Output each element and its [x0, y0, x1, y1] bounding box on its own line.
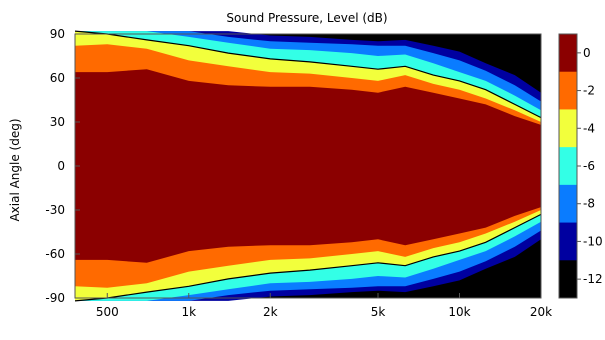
colorbar-swatch	[559, 109, 577, 148]
colorbar-tick-label: -2	[583, 84, 595, 98]
x-tick-label: 5k	[371, 305, 386, 319]
colorbar-tick-label: -12	[583, 272, 603, 286]
contour-line	[74, 30, 542, 119]
y-axis-label: Axial Angle (deg)	[8, 118, 22, 221]
x-tick-label: 10k	[448, 305, 470, 319]
colorbar-swatch	[559, 260, 577, 299]
x-tick-label: 1k	[181, 305, 196, 319]
y-tick-label: 60	[50, 71, 65, 85]
plot-area	[75, 31, 541, 301]
contour-line	[74, 213, 542, 302]
colorbar-tick-label: -6	[583, 159, 595, 173]
x-tick-label: 500	[96, 305, 119, 319]
y-tick-label: 90	[50, 27, 65, 41]
y-tick-label: 30	[50, 115, 65, 129]
colorbar-swatch	[559, 34, 577, 73]
colorbar-swatch	[559, 184, 577, 224]
colorbar-swatch	[559, 147, 577, 186]
y-tick-label: 0	[57, 159, 65, 173]
colorbar-tick-label: -8	[583, 197, 595, 211]
colorbar: 0 -2 -4 -6 -8 -10 -12	[558, 33, 603, 299]
contour-lines	[74, 30, 542, 302]
y-tick-label: -60	[45, 247, 65, 261]
chart-title: Sound Pressure, Level (dB)	[226, 11, 387, 25]
colorbar-swatch	[559, 71, 577, 110]
colorbar-tick-label: -4	[583, 121, 595, 135]
y-tick-label: -30	[45, 203, 65, 217]
colorbar-tick-label: 0	[583, 46, 591, 60]
colorbar-tick-label: -10	[583, 234, 603, 248]
y-axis: 90 60 30 0 -30 -60 -90	[45, 27, 80, 305]
y-tick-label: -90	[45, 291, 65, 305]
x-tick-label: 2k	[263, 305, 278, 319]
colorbar-swatch	[559, 222, 577, 261]
band-fill	[75, 69, 541, 263]
x-axis: 500 1k 2k 5k 10k 20k	[96, 293, 552, 319]
x-tick-label: 20k	[530, 305, 552, 319]
